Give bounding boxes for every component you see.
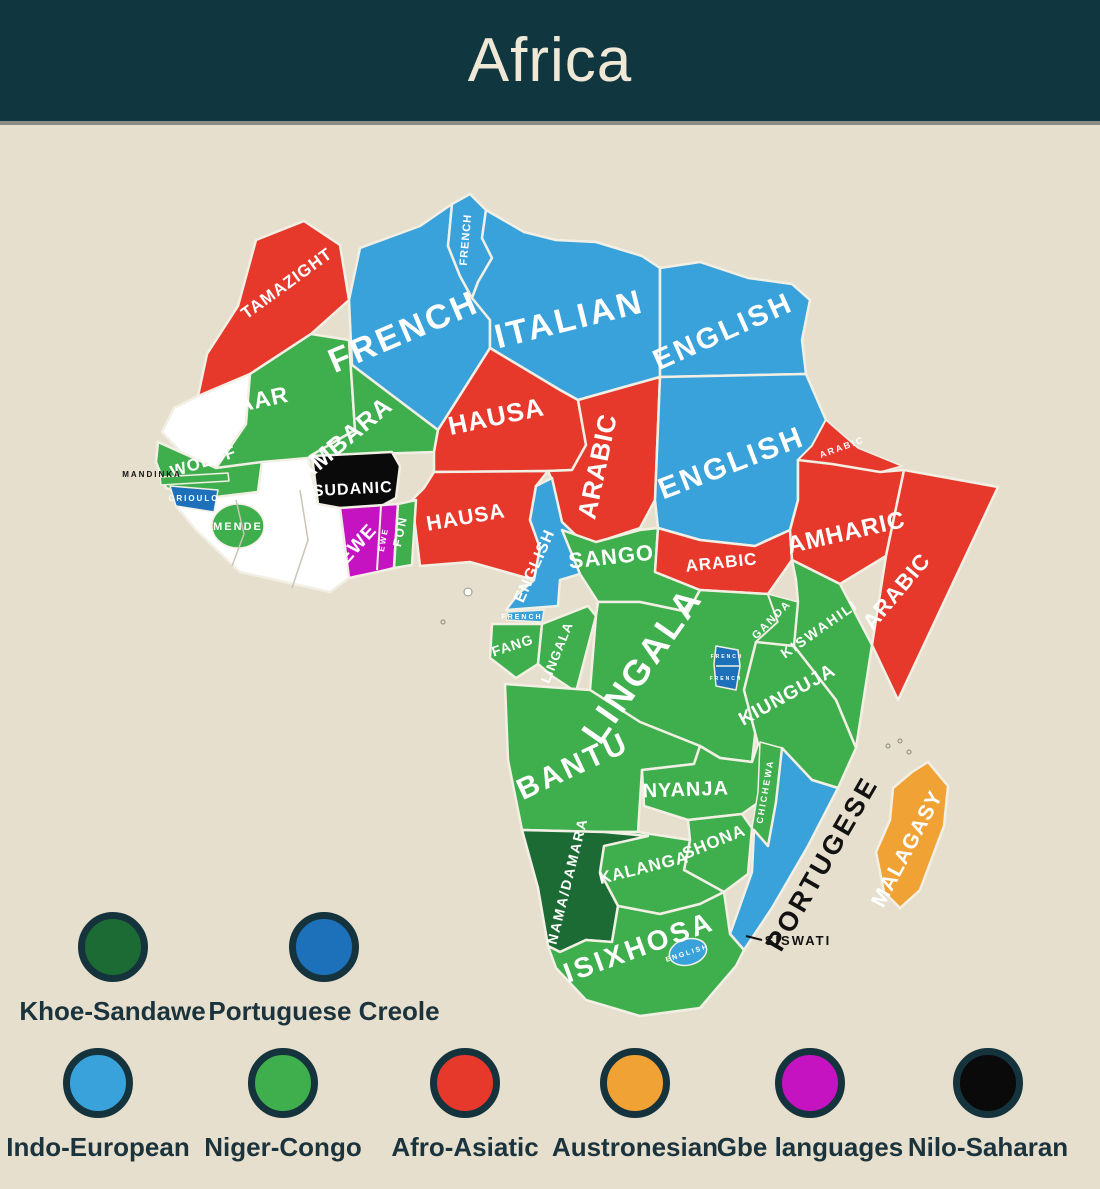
- indo-european-swatch: [63, 1048, 133, 1118]
- label-french-eq-guinea: FRENCH: [501, 614, 542, 621]
- legend-item-nilo-saharan: Nilo-Saharan: [893, 1048, 1083, 1163]
- island-comoros-2: [897, 738, 903, 744]
- legend-item-niger-congo: Niger-Congo: [188, 1048, 378, 1163]
- region-ghana-togo-ewe: [338, 502, 400, 580]
- region-guinea-bissau-crioulo: [169, 485, 219, 513]
- label-fon: FON: [390, 514, 410, 548]
- region-benin-fon: [392, 498, 418, 570]
- legend-label: Austronesian: [551, 1132, 719, 1162]
- gbe-languages-swatch: [775, 1048, 845, 1118]
- label-mandinka: MANDINKA: [122, 470, 182, 479]
- legend-label: Indo-European: [6, 1132, 190, 1162]
- label-french-tunisia: FRENCH: [458, 213, 474, 266]
- legend-label: Portuguese Creole: [208, 996, 440, 1026]
- page-title: Africa: [467, 26, 633, 95]
- header-bar: Africa: [0, 0, 1100, 125]
- austronesian-swatch: [600, 1048, 670, 1118]
- region-eq-guinea-french: [505, 609, 545, 623]
- island-bioko: [463, 587, 473, 597]
- nilo-saharan-swatch: [953, 1048, 1023, 1118]
- label-sudanic: SUDANIC: [312, 479, 393, 500]
- niger-congo-swatch: [248, 1048, 318, 1118]
- label-french-burundi: FRENCH: [710, 676, 743, 682]
- region-somalia-arabic: [870, 468, 1000, 702]
- label-ewe-togo: EWE: [377, 527, 390, 552]
- legend-label: Niger-Congo: [204, 1132, 362, 1162]
- region-cameroon-english: [504, 476, 588, 612]
- island-speck: [440, 619, 446, 625]
- portuguese-creole-swatch: [289, 912, 359, 982]
- label-nyanja: NYANJA: [642, 778, 729, 803]
- label-mende: MENDE: [213, 521, 263, 533]
- label-siswati: SISWATI: [765, 933, 831, 948]
- region-south-africa-isixhosa: [546, 890, 746, 1018]
- label-french-rwanda: FRENCH: [711, 654, 744, 660]
- legend-label: Gbe languages: [716, 1132, 904, 1162]
- region-gabon-fang: [488, 622, 544, 680]
- border-west-africa-1: [231, 499, 245, 567]
- region-ethiopia-amharic: [788, 458, 906, 586]
- afro-asiatic-swatch: [430, 1048, 500, 1118]
- legend-item-indo-european: Indo-European: [3, 1048, 193, 1163]
- legend-item-gbe-languages: Gbe languages: [715, 1048, 905, 1163]
- region-rwanda-burundi-french: [713, 645, 741, 691]
- border-ghana-togo: [376, 505, 382, 571]
- legend-label: Nilo-Saharan: [907, 1132, 1069, 1162]
- khoe-sandawe-swatch: [77, 912, 148, 982]
- legend-item-portuguese-creole: Portuguese Creole: [208, 912, 440, 1027]
- border-west-africa-2: [291, 489, 309, 589]
- siswati-pointer-line: [745, 935, 763, 941]
- label-crioulo: CRIOULO: [169, 494, 220, 503]
- region-gambia: [159, 472, 230, 486]
- region-madagascar-malagasy: [874, 760, 950, 910]
- legend-item-austronesian: Austronesian: [540, 1048, 730, 1163]
- legend-label: Khoe-Sandawe: [19, 996, 206, 1026]
- region-lesotho-english: [668, 937, 708, 967]
- legend-item-khoe-sandawe: Khoe-Sandawe: [15, 912, 210, 1027]
- island-comoros-3: [906, 749, 912, 755]
- island-comoros-1: [885, 743, 891, 749]
- legend-label: Afro-Asiatic: [391, 1132, 539, 1162]
- legend-item-afro-asiatic: Afro-Asiatic: [370, 1048, 560, 1163]
